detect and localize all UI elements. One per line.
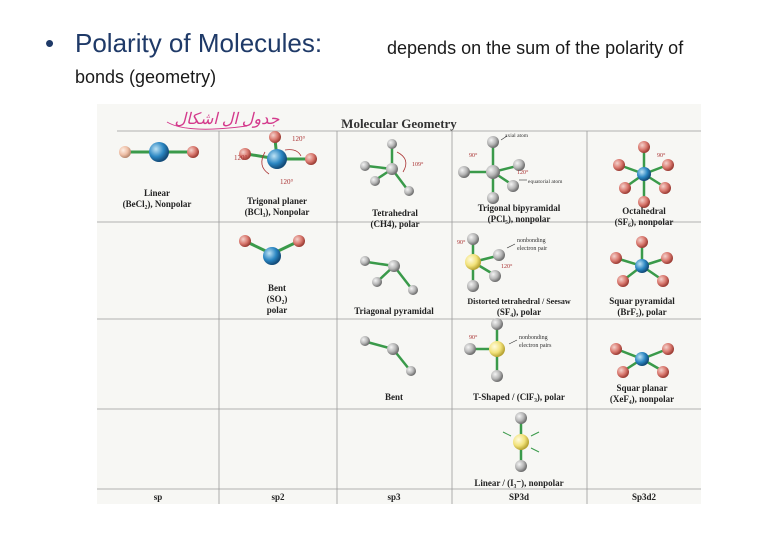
figure-title: Molecular Geometry — [341, 116, 457, 131]
angle-120-seesaw: 120° — [501, 263, 513, 270]
slide-title: Polarity of Molecules: — [75, 28, 323, 58]
molecule-linear — [119, 142, 199, 162]
annot-axial-atom: axial atom — [505, 133, 529, 139]
handwritten-note: جدول ال اشكال — [175, 111, 280, 128]
molecule-octahedral — [613, 141, 674, 208]
molecule-trigonal-bipyramidal — [458, 135, 527, 204]
angle-120-b: 120° — [234, 154, 248, 162]
molecular-geometry-table: Molecular Geometry جدول ال اشكال Linear … — [97, 104, 701, 504]
label-square-planar: Squar planar — [616, 383, 667, 393]
molecule-seesaw — [465, 233, 516, 292]
hybridization-sp3d2: Sp3d2 — [632, 492, 657, 502]
molecule-trigonal-planar — [239, 131, 317, 175]
molecule-square-planar — [610, 343, 674, 378]
molecule-square-pyramidal — [610, 236, 673, 287]
label-linear-i3: Linear / (I₃⁻), nonpolar — [474, 478, 563, 488]
annot-electron-pair: electron pair — [517, 246, 547, 252]
annot-nonbonding: nonbonding — [517, 238, 546, 244]
handwritten-underline — [166, 121, 248, 130]
formula-trigonal-planer: (BCl₃), Nonpolar — [245, 207, 310, 217]
geometry-table-svg: Molecular Geometry جدول ال اشكال Linear … — [97, 111, 701, 504]
molecule-bent-sp3 — [360, 336, 416, 376]
label-bent-sp3: Bent — [385, 392, 403, 402]
polarity-bent: polar — [267, 305, 288, 315]
label-t-shaped: T-Shaped / (ClF₃), polar — [473, 392, 565, 402]
angle-90-tshaped: 90° — [469, 334, 478, 341]
label-octahedral: Octahedral — [622, 206, 666, 216]
table-grid — [97, 130, 701, 504]
molecule-trigonal-pyramidal — [360, 256, 418, 295]
label-seesaw: Distorted tetrahedral / Seesaw — [467, 297, 571, 306]
formula-bent: (SO₂) — [267, 294, 288, 304]
bullet-point: • — [45, 28, 55, 58]
angle-90-tbp: 90° — [469, 152, 478, 159]
angle-120-tbp: 120° — [517, 169, 529, 176]
label-triagonal-pyramidal: Triagonal pyramidal — [354, 306, 434, 316]
angle-90-oct: 90° — [657, 152, 666, 159]
formula-square-planar: (XeF₄), nonpolar — [610, 394, 674, 404]
label-square-pyramidal: Squar pyramidal — [609, 296, 675, 306]
angle-109: 109° — [412, 161, 424, 168]
label-trigonal-bipyramidal: Trigonal bipyramidal — [478, 203, 561, 213]
formula-trigonal-bipyramidal: (PCl₅), nonpolar — [488, 214, 551, 224]
hybridization-sp3: sp3 — [387, 492, 401, 502]
label-linear: Linear — [144, 188, 170, 198]
annot-electron-pairs: electron pairs — [519, 343, 552, 349]
annot-equatorial-atom: equatorial atom — [528, 179, 563, 185]
slide-subtitle: depends on the sum of the polarity of — [387, 38, 684, 58]
label-trigonal-planer: Trigonal planer — [247, 196, 307, 206]
hybridization-sp2: sp2 — [271, 492, 285, 502]
angle-90-seesaw: 90° — [457, 239, 466, 246]
annot-nonbonding-pairs: nonbonding — [519, 335, 548, 341]
angle-120-c: 120° — [280, 178, 294, 186]
hybridization-sp3d: SP3d — [509, 492, 529, 502]
molecule-tetrahedral — [360, 139, 414, 196]
formula-square-pyramidal: (BrF₅), polar — [617, 307, 666, 317]
formula-linear: (BeCl₂), Nonpolar — [123, 199, 192, 209]
hybridization-sp: sp — [154, 492, 163, 502]
formula-seesaw: (SF₄), polar — [497, 307, 541, 317]
angle-120-a: 120° — [292, 135, 306, 143]
label-bent: Bent — [268, 283, 286, 293]
molecule-t-shaped — [464, 318, 518, 382]
formula-octahedral: (SF₆), nonpolar — [615, 217, 674, 227]
slide-subtitle-continued: bonds (geometry) — [75, 67, 217, 87]
formula-tetrahedral: (CH4), polar — [371, 219, 420, 229]
molecule-linear-i3 — [502, 412, 540, 472]
label-tetrahedral: Tetrahedral — [372, 208, 418, 218]
molecule-bent-so2 — [239, 235, 305, 265]
